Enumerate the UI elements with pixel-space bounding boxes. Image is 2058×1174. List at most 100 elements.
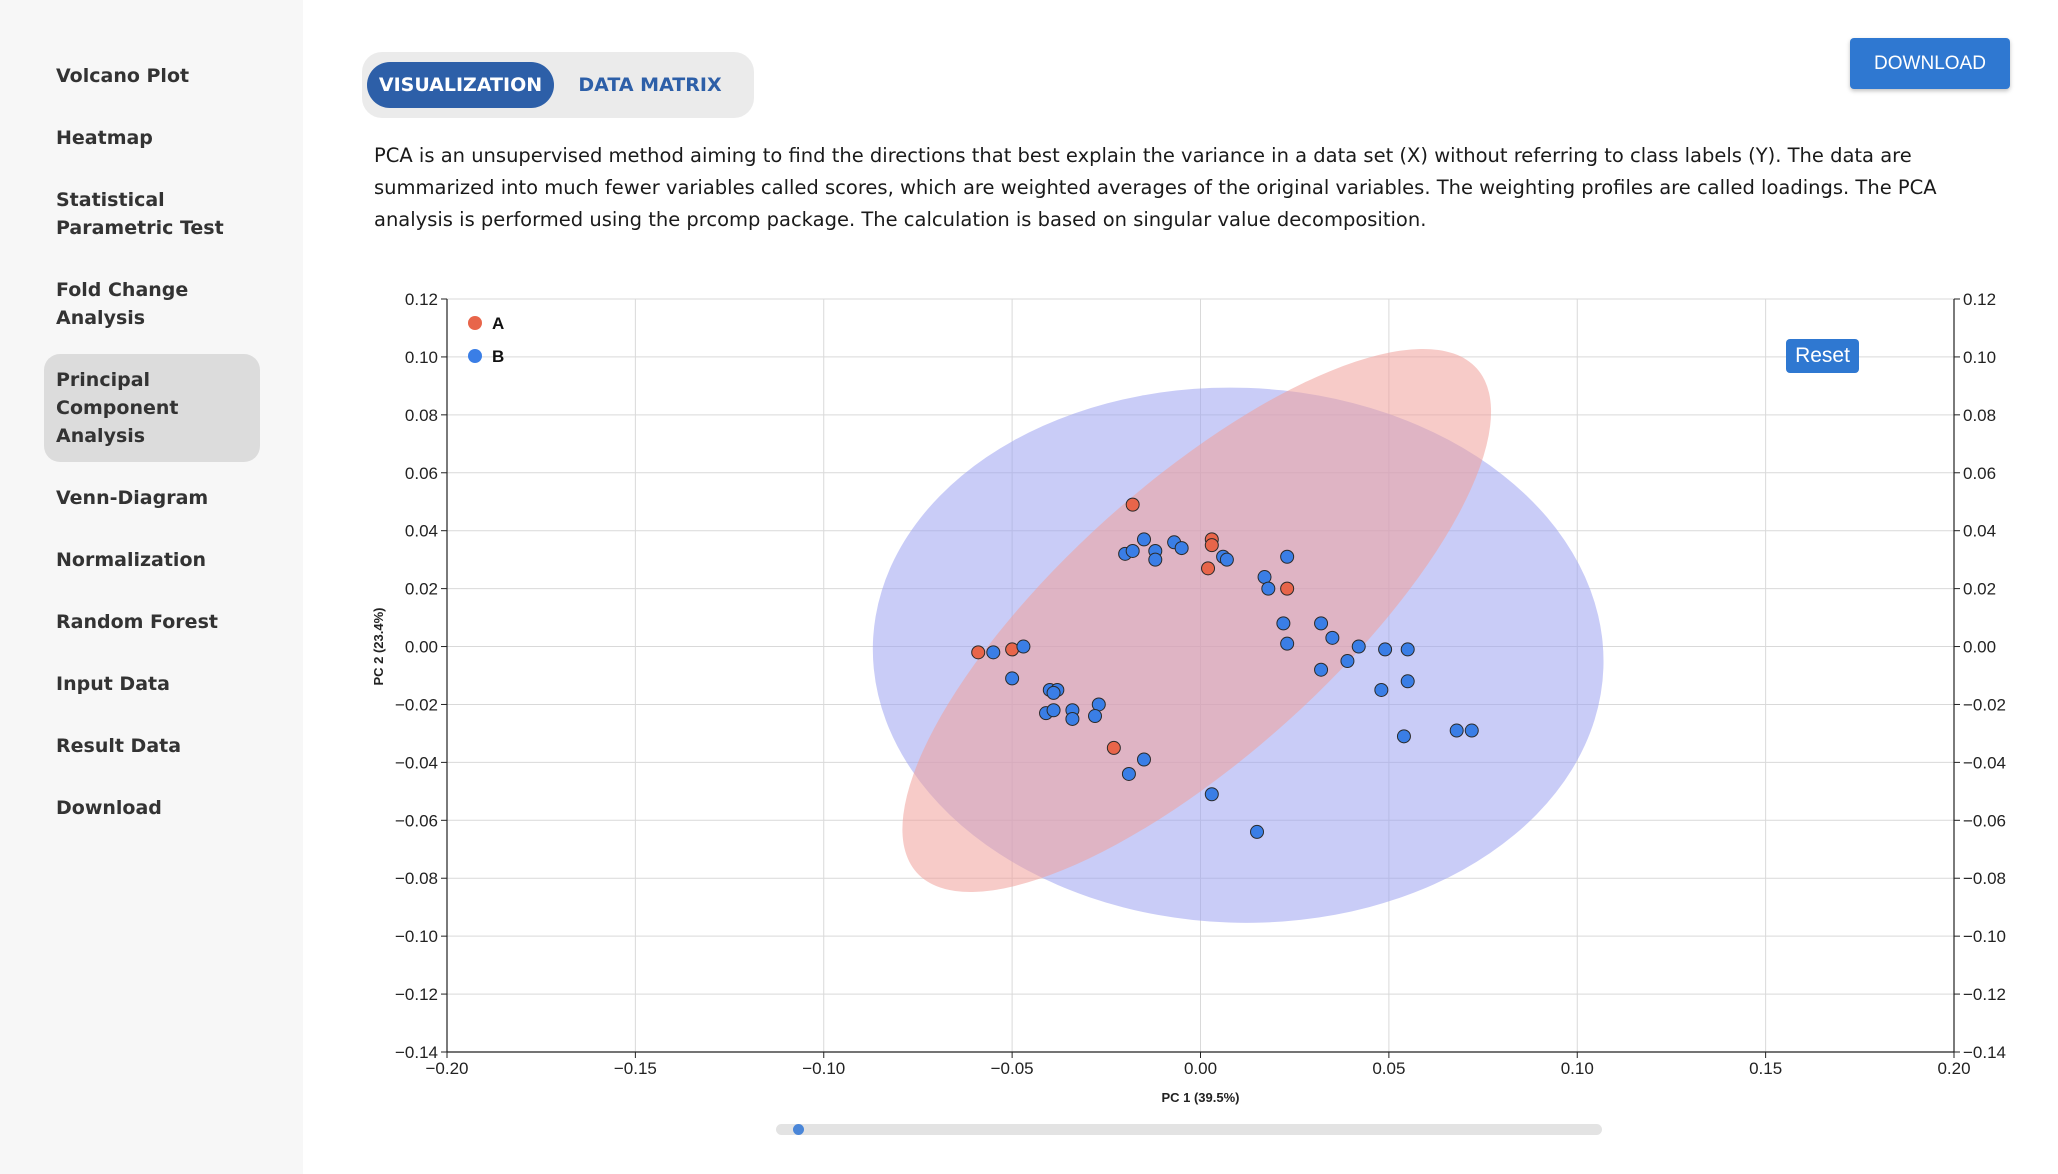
point-group-a[interactable] <box>1106 740 1121 755</box>
sidebar-item-principal-component-analysis[interactable]: Principal Component Analysis <box>44 354 260 462</box>
point-group-b[interactable] <box>1219 552 1234 567</box>
y-tick-label-right: −0.06 <box>1963 811 2006 830</box>
legend-label-b: B <box>492 347 504 366</box>
sidebar-item-random-forest[interactable]: Random Forest <box>56 611 218 633</box>
point-group-b[interactable] <box>1400 674 1415 689</box>
sidebar-item-venn-diagram[interactable]: Venn-Diagram <box>56 487 209 509</box>
sidebar-item-download[interactable]: Download <box>56 797 162 819</box>
point-group-b[interactable] <box>1046 685 1061 700</box>
y-tick-label-left: −0.04 <box>395 753 438 772</box>
y-tick-label-right: 0.02 <box>1963 580 1996 599</box>
point-group-a[interactable] <box>1125 497 1140 512</box>
point-group-b[interactable] <box>1314 662 1329 677</box>
download-button[interactable]: DOWNLOAD <box>1850 38 2010 89</box>
point-group-b[interactable] <box>1276 616 1291 631</box>
point-group-b[interactable] <box>1046 703 1061 718</box>
point-group-b[interactable] <box>1136 752 1151 767</box>
ellipse-group-a <box>902 348 1492 892</box>
y-tick-label-left: −0.12 <box>395 985 438 1004</box>
y-tick-label-right: 0.12 <box>1963 290 1996 309</box>
point-group-b[interactable] <box>1088 709 1103 724</box>
y-tick-label-right: −0.10 <box>1963 927 2006 946</box>
y-tick-label-left: 0.02 <box>405 580 438 599</box>
point-group-b[interactable] <box>1005 671 1020 686</box>
plot-axes: −0.20 −0.15 −0.10 −0.05 0.00 0.05 0.10 0.15 0.20… <box>395 290 2006 1078</box>
y-tick-label-left: 0.08 <box>405 406 438 425</box>
point-group-b[interactable] <box>1325 630 1340 645</box>
point-group-b[interactable] <box>1125 543 1140 558</box>
data-points <box>971 497 1479 839</box>
y-tick-label-right: 0.04 <box>1963 522 1996 541</box>
plot-scrollbar[interactable] <box>776 1124 1602 1135</box>
point-group-b[interactable] <box>1261 581 1276 596</box>
point-group-b[interactable] <box>1065 711 1080 726</box>
point-group-b[interactable] <box>986 645 1001 660</box>
point-group-b[interactable] <box>1174 541 1189 556</box>
y-tick-label-right: −0.04 <box>1963 753 2006 772</box>
sidebar-item-statistical-parametric-test[interactable]: Statistical Parametric Test <box>56 189 224 239</box>
sidebar-item-fold-change-analysis[interactable]: Fold Change Analysis <box>56 279 189 329</box>
legend-marker-b <box>468 349 482 363</box>
point-group-b[interactable] <box>1378 642 1393 657</box>
y-tick-label-right: −0.08 <box>1963 869 2006 888</box>
y-tick-label-left: 0.12 <box>405 290 438 309</box>
tab-data-matrix[interactable]: DATA MATRIX <box>578 74 722 96</box>
legend-marker-a <box>468 316 482 330</box>
y-tick-label-left: −0.14 <box>395 1043 438 1062</box>
point-group-b[interactable] <box>1250 824 1265 839</box>
y-tick-label-right: 0.06 <box>1963 464 1996 483</box>
sidebar-item-result-data[interactable]: Result Data <box>56 735 182 757</box>
legend: AB <box>468 314 504 366</box>
point-group-b[interactable] <box>1016 639 1031 654</box>
y-tick-label-left: 0.10 <box>405 348 438 367</box>
point-group-b[interactable] <box>1374 682 1389 697</box>
point-group-b[interactable] <box>1449 723 1464 738</box>
y-tick-label-right: 0.00 <box>1963 638 1996 657</box>
plot-scrollbar-thumb[interactable] <box>792 1124 804 1135</box>
sidebar-item-input-data[interactable]: Input Data <box>56 673 170 695</box>
point-group-a[interactable] <box>1204 538 1219 553</box>
sidebar-item-heatmap[interactable]: Heatmap <box>56 127 153 149</box>
sidebar: Volcano Plot Heatmap Statistical Parametri… <box>0 0 303 1174</box>
legend-label-a: A <box>492 314 504 333</box>
point-group-b[interactable] <box>1280 549 1295 564</box>
sidebar-item-volcano-plot[interactable]: Volcano Plot <box>56 65 190 87</box>
y-tick-label-right: −0.02 <box>1963 695 2006 714</box>
point-group-b[interactable] <box>1121 766 1136 781</box>
point-group-b[interactable] <box>1204 787 1219 802</box>
point-group-b[interactable] <box>1396 729 1411 744</box>
reset-zoom-button[interactable]: Reset <box>1786 339 1859 373</box>
x-tick-label: 0.05 <box>1372 1059 1405 1078</box>
pca-description: PCA is an unsupervised method aiming to … <box>374 144 1937 231</box>
y-tick-label-right: −0.12 <box>1963 985 2006 1004</box>
confidence-ellipses <box>872 348 1604 923</box>
point-group-b[interactable] <box>1257 570 1272 585</box>
y-tick-label-left: −0.10 <box>395 927 438 946</box>
point-group-b[interactable] <box>1351 639 1366 654</box>
point-group-a[interactable] <box>971 645 986 660</box>
x-tick-label: −0.15 <box>614 1059 657 1078</box>
x-tick-label: −0.10 <box>802 1059 845 1078</box>
point-group-b[interactable] <box>1091 697 1106 712</box>
x-tick-label: 0.15 <box>1749 1059 1782 1078</box>
point-group-b[interactable] <box>1400 642 1415 657</box>
point-group-b[interactable] <box>1314 616 1329 631</box>
y-axis-label: PC 2 (23.4%) <box>371 608 386 686</box>
point-group-b[interactable] <box>1340 654 1355 669</box>
y-tick-label-left: 0.04 <box>405 522 438 541</box>
point-group-b[interactable] <box>1148 552 1163 567</box>
point-group-a[interactable] <box>1280 581 1295 596</box>
point-group-b[interactable] <box>1464 723 1479 738</box>
point-group-b[interactable] <box>1136 532 1151 547</box>
point-group-b[interactable] <box>1280 636 1295 651</box>
y-tick-label-left: −0.06 <box>395 811 438 830</box>
point-group-a[interactable] <box>1201 561 1216 576</box>
y-tick-label-left: 0.00 <box>405 638 438 657</box>
tab-visualization[interactable]: VISUALIZATION <box>367 62 554 108</box>
x-tick-label: 0.00 <box>1184 1059 1217 1078</box>
sidebar-item-normalization[interactable]: Normalization <box>56 549 207 571</box>
y-tick-label-right: 0.08 <box>1963 406 1996 425</box>
view-tabs: VISUALIZATION DATA MATRIX <box>362 52 754 118</box>
y-tick-label-right: −0.14 <box>1963 1043 2006 1062</box>
